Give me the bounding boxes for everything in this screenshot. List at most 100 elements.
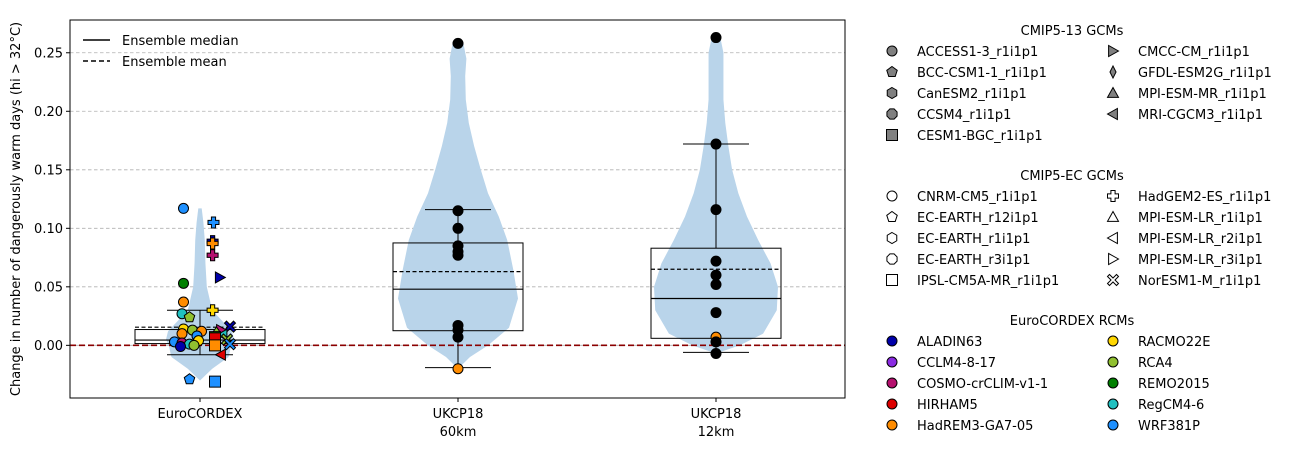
legend-marker bbox=[1106, 107, 1118, 121]
legend-entry-label: WRF381P bbox=[1138, 419, 1200, 434]
legend-marker bbox=[886, 398, 898, 410]
data-point bbox=[452, 331, 464, 343]
legend-entry-label: ALADIN63 bbox=[917, 335, 982, 350]
x-tick-label: EuroCORDEX bbox=[158, 407, 243, 422]
legend-marker bbox=[1107, 419, 1119, 431]
legend-marker bbox=[1106, 231, 1118, 245]
legend-marker bbox=[1107, 190, 1119, 202]
legend-entry-label: EC-EARTH_r1i1p1 bbox=[917, 232, 1030, 247]
y-tick-label: 0.20 bbox=[34, 105, 63, 120]
legend-entry-label: RACMO22E bbox=[1138, 335, 1210, 350]
legend-marker bbox=[1106, 210, 1120, 222]
data-point bbox=[710, 269, 722, 281]
y-tick-label: 0.10 bbox=[34, 222, 63, 237]
legend-marker bbox=[886, 231, 898, 245]
data-point bbox=[710, 32, 722, 44]
data-point bbox=[710, 138, 722, 150]
data-point bbox=[207, 216, 220, 229]
y-tick-label: 0.25 bbox=[34, 46, 63, 61]
legend-entry-label: CCSM4_r1i1p1 bbox=[917, 108, 1011, 123]
legend-entry-label: RCA4 bbox=[1138, 356, 1173, 371]
legend-entry-label: EC-EARTH_r12i1p1 bbox=[917, 211, 1039, 226]
legend-marker bbox=[1108, 252, 1120, 266]
data-point bbox=[209, 375, 221, 388]
marker-legend: CMIP5-13 GCMs ACCESS1-3_r1i1p1 BCC-CSM1-1_… bbox=[886, 24, 1272, 434]
legend-marker bbox=[886, 210, 898, 222]
legend-entry-label: MPI-ESM-MR_r1i1p1 bbox=[1138, 87, 1267, 102]
legend-marker bbox=[1106, 86, 1120, 98]
violins bbox=[166, 37, 778, 381]
data-point bbox=[452, 249, 464, 261]
x-axis: EuroCORDEX UKCP18 60km UKCP18 12km bbox=[158, 398, 742, 440]
legend-section-title: CMIP5-13 GCMs bbox=[1021, 24, 1124, 39]
legend-entry-label: BCC-CSM1-1_r1i1p1 bbox=[917, 66, 1047, 81]
legend-entry-label: HIRHAM5 bbox=[917, 398, 978, 413]
data-point bbox=[206, 237, 219, 250]
data-point bbox=[710, 348, 722, 360]
legend-entry-label: IPSL-CM5A-MR_r1i1p1 bbox=[917, 274, 1059, 289]
legend-marker bbox=[886, 65, 898, 77]
y-tick-label: 0.05 bbox=[34, 280, 63, 295]
data-point bbox=[452, 222, 464, 234]
data-points bbox=[169, 32, 722, 388]
legend-marker bbox=[1107, 335, 1119, 347]
data-point bbox=[209, 339, 221, 352]
data-point bbox=[710, 307, 722, 319]
data-point bbox=[176, 328, 188, 340]
data-point bbox=[178, 296, 189, 308]
y-tick-label: 0.15 bbox=[34, 163, 63, 178]
legend-marker bbox=[1107, 398, 1119, 410]
legend-marker bbox=[886, 86, 898, 100]
legend-marker bbox=[1109, 64, 1117, 80]
legend-entry-label: CESM1-BGC_r1i1p1 bbox=[917, 129, 1043, 144]
x-tick-label: UKCP18 bbox=[691, 407, 742, 422]
legend-marker bbox=[1108, 44, 1120, 58]
data-point bbox=[178, 202, 189, 214]
data-point bbox=[710, 336, 722, 348]
data-point bbox=[710, 255, 722, 267]
legend-section-title: CMIP5-EC GCMs bbox=[1020, 169, 1124, 184]
legend-entry-label: ACCESS1-3_r1i1p1 bbox=[917, 45, 1038, 60]
data-point bbox=[188, 339, 200, 351]
legend-entry-label: CCLM4-8-17 bbox=[917, 356, 996, 371]
legend-entry-label: CanESM2_r1i1p1 bbox=[917, 87, 1027, 102]
legend-entry-label: EC-EARTH_r3i1p1 bbox=[917, 253, 1030, 268]
legend-marker bbox=[886, 190, 898, 202]
legend-entry-label: CMCC-CM_r1i1p1 bbox=[1138, 45, 1250, 60]
legend-marker bbox=[886, 356, 898, 368]
data-point bbox=[452, 205, 464, 217]
legend-marker bbox=[886, 419, 898, 431]
x-tick-label-sub: 60km bbox=[440, 425, 477, 440]
legend-line-label: Ensemble mean bbox=[122, 55, 227, 70]
data-point bbox=[452, 363, 464, 375]
legend-entry-label: HadREM3-GA7-05 bbox=[917, 419, 1033, 434]
legend-marker bbox=[886, 129, 898, 141]
legend-entry-label: RegCM4-6 bbox=[1138, 398, 1204, 413]
x-tick-label: UKCP18 bbox=[433, 407, 484, 422]
legend-marker bbox=[886, 274, 898, 286]
data-point bbox=[710, 278, 722, 290]
data-point bbox=[223, 337, 237, 351]
line-legend: Ensemble median Ensemble mean bbox=[83, 34, 239, 70]
legend-entry-label: GFDL-ESM2G_r1i1p1 bbox=[1138, 66, 1272, 81]
data-point bbox=[183, 373, 196, 385]
legend-entry-label: COSMO-crCLIM-v1-1 bbox=[917, 377, 1048, 392]
legend-entry-label: HadGEM2-ES_r1i1p1 bbox=[1138, 190, 1271, 205]
data-point bbox=[214, 271, 227, 284]
data-point bbox=[175, 341, 186, 353]
legend-marker bbox=[886, 377, 898, 389]
y-axis-label: Change in number of dangerously warm day… bbox=[9, 22, 24, 396]
legend-marker bbox=[1107, 356, 1119, 368]
legend-section-title: EuroCORDEX RCMs bbox=[1010, 314, 1135, 329]
legend-marker bbox=[1106, 273, 1120, 287]
legend-entry-label: MPI-ESM-LR_r3i1p1 bbox=[1138, 253, 1263, 268]
legend-entry-label: MPI-ESM-LR_r1i1p1 bbox=[1138, 211, 1263, 226]
legend-entry-label: REMO2015 bbox=[1138, 377, 1210, 392]
data-point bbox=[206, 304, 219, 317]
data-point bbox=[206, 249, 219, 262]
legend-marker bbox=[886, 253, 898, 265]
legend-marker bbox=[1107, 377, 1119, 389]
legend-line-label: Ensemble median bbox=[122, 34, 239, 49]
data-point bbox=[183, 311, 196, 323]
